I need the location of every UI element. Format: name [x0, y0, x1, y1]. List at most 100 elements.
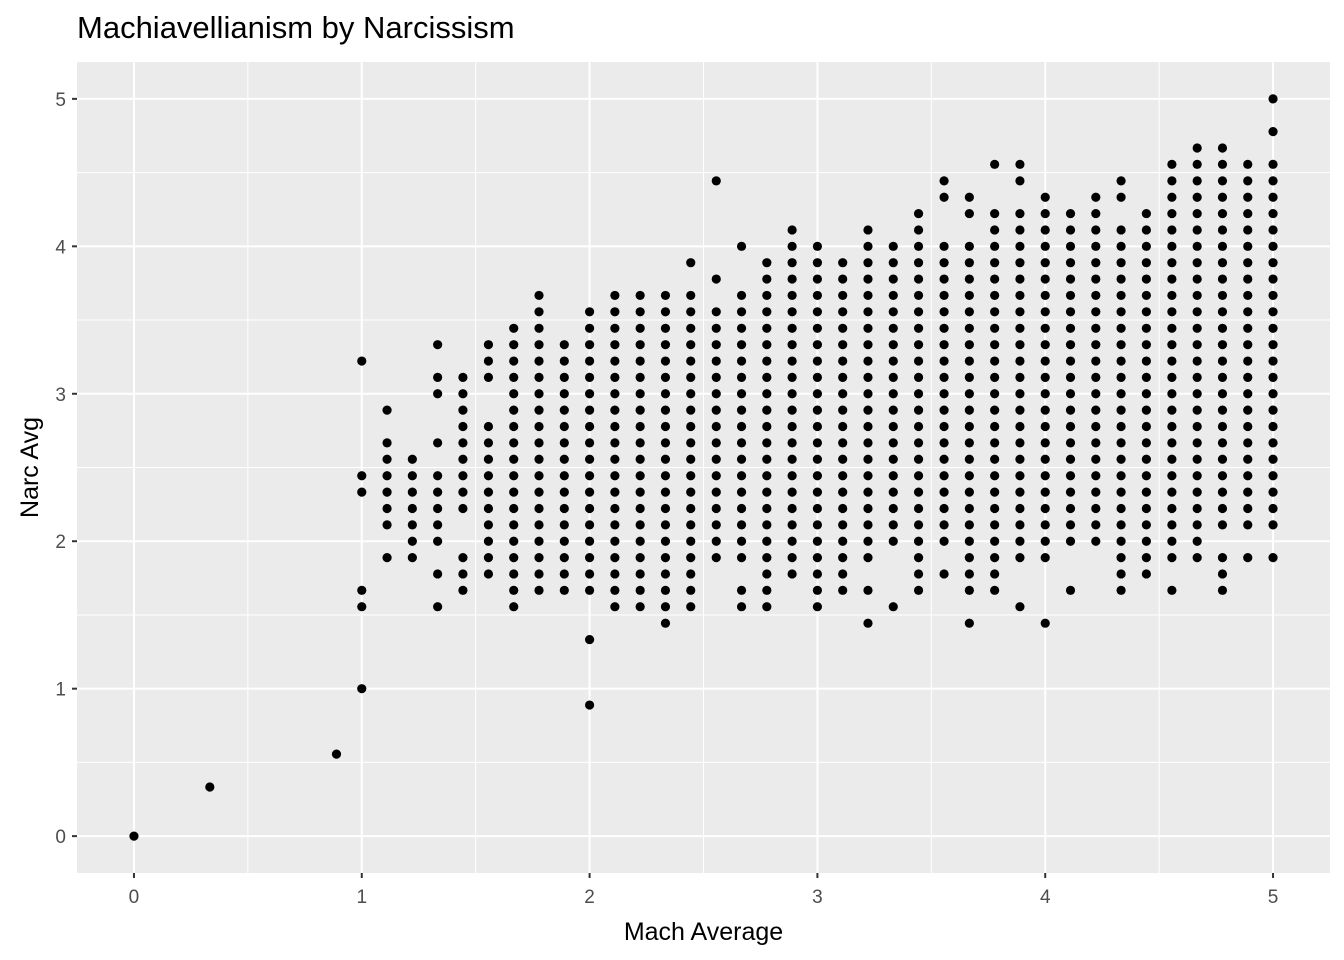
- data-point: [939, 307, 949, 317]
- data-point: [1167, 503, 1177, 514]
- data-point: [990, 389, 1000, 399]
- data-point: [939, 258, 949, 268]
- data-point: [762, 585, 772, 595]
- data-point: [509, 356, 519, 366]
- data-point: [1141, 389, 1151, 399]
- data-point: [1015, 176, 1025, 186]
- data-point: [736, 356, 747, 366]
- data-point: [812, 569, 823, 579]
- data-point: [584, 487, 595, 497]
- y-tick-label: 3: [55, 385, 66, 406]
- data-point: [762, 372, 772, 383]
- data-point: [1141, 438, 1151, 448]
- data-point: [1116, 323, 1126, 333]
- data-point: [1015, 307, 1025, 317]
- data-point: [939, 356, 949, 366]
- data-point: [964, 372, 974, 383]
- data-point: [635, 290, 645, 301]
- data-point: [1192, 405, 1202, 415]
- data-point: [1091, 536, 1101, 546]
- data-point: [1040, 323, 1050, 333]
- data-point: [660, 290, 671, 301]
- data-point: [964, 585, 974, 595]
- data-point: [913, 307, 924, 317]
- data-point: [1217, 356, 1228, 366]
- data-point: [787, 356, 797, 366]
- data-point: [913, 487, 924, 497]
- data-point: [711, 274, 721, 284]
- data-point: [990, 552, 1000, 563]
- data-point: [407, 487, 417, 497]
- data-point: [1015, 159, 1025, 169]
- data-point: [660, 471, 671, 481]
- data-point: [1065, 536, 1076, 546]
- data-point: [1040, 258, 1050, 268]
- data-point: [711, 487, 721, 497]
- data-point: [762, 323, 772, 333]
- data-point: [1040, 503, 1050, 514]
- data-point: [610, 340, 620, 350]
- data-point: [1116, 258, 1126, 268]
- data-point: [1243, 520, 1253, 530]
- data-point: [1217, 143, 1228, 153]
- data-point: [686, 569, 696, 579]
- data-point: [939, 323, 949, 333]
- data-point: [610, 454, 620, 464]
- data-point: [736, 536, 747, 546]
- data-point: [1167, 585, 1177, 595]
- data-point: [1065, 274, 1076, 284]
- data-point: [534, 585, 544, 595]
- data-point: [660, 520, 671, 530]
- data-point: [1243, 503, 1253, 514]
- data-point: [357, 487, 367, 497]
- data-point: [1040, 208, 1050, 219]
- data-point: [762, 389, 772, 399]
- data-point: [1268, 356, 1278, 366]
- data-point: [838, 520, 848, 530]
- data-point: [584, 536, 595, 546]
- data-point: [660, 405, 671, 415]
- data-point: [1167, 454, 1177, 464]
- data-point: [964, 438, 974, 448]
- data-point: [1116, 225, 1126, 235]
- data-point: [610, 602, 620, 612]
- data-point: [1091, 405, 1101, 415]
- data-point: [1065, 290, 1076, 301]
- data-point: [1116, 585, 1126, 595]
- data-point: [1192, 536, 1202, 546]
- data-point: [990, 585, 1000, 595]
- data-point: [635, 356, 645, 366]
- data-point: [838, 438, 848, 448]
- data-point: [1268, 225, 1278, 235]
- data-point: [762, 438, 772, 448]
- data-point: [1243, 307, 1253, 317]
- data-point: [964, 552, 974, 563]
- data-point: [610, 503, 620, 514]
- x-tick-label: 4: [1040, 887, 1051, 908]
- data-point: [762, 471, 772, 481]
- data-point: [686, 602, 696, 612]
- data-point: [1065, 208, 1076, 219]
- data-point: [863, 552, 873, 563]
- data-point: [1116, 471, 1126, 481]
- data-point: [762, 405, 772, 415]
- data-point: [1268, 307, 1278, 317]
- data-point: [686, 405, 696, 415]
- data-point: [838, 585, 848, 595]
- data-point: [407, 503, 417, 514]
- data-point: [913, 389, 924, 399]
- data-point: [1268, 520, 1278, 530]
- data-point: [990, 503, 1000, 514]
- data-point: [838, 389, 848, 399]
- data-point: [407, 520, 417, 530]
- data-point: [382, 405, 392, 415]
- data-point: [838, 536, 848, 546]
- data-point: [1167, 176, 1177, 186]
- data-point: [863, 585, 873, 595]
- data-point: [1116, 536, 1126, 546]
- data-point: [357, 585, 367, 595]
- data-point: [458, 438, 468, 448]
- data-point: [1065, 356, 1076, 366]
- data-point: [711, 307, 721, 317]
- data-point: [736, 340, 747, 350]
